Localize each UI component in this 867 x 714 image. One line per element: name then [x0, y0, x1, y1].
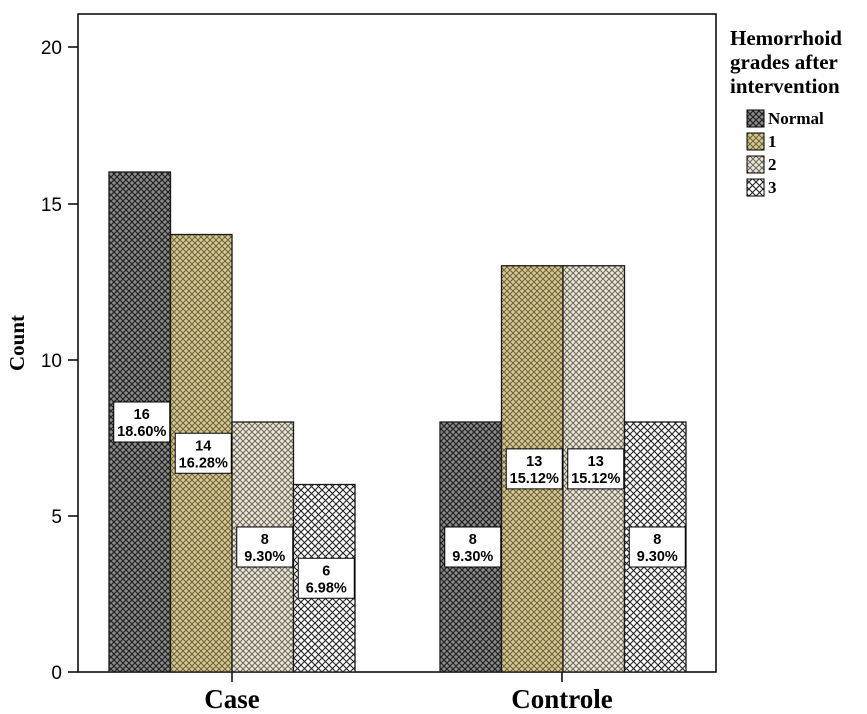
y-tick-label-0: 0 [51, 663, 62, 684]
legend-swatch-normal [746, 109, 765, 128]
data-label-controle-3: 89.30% [628, 526, 686, 568]
data-label-case-2: 89.30% [236, 526, 294, 568]
data-label-percent: 9.30% [452, 549, 493, 565]
data-label-percent: 9.30% [637, 549, 678, 565]
data-label-box [174, 432, 232, 474]
data-label-box [505, 448, 563, 490]
legend-title-line-3: intervention [730, 74, 840, 98]
legend-title-line-2: grades after [730, 50, 838, 74]
data-label-case-3: 66.98% [297, 557, 355, 599]
y-tick-label-5: 5 [51, 507, 62, 528]
x-axis: Case Controle [204, 672, 613, 714]
data-label-controle-normal: 89.30% [444, 526, 502, 568]
legend-title-line-1: Hemorrhoid [730, 26, 842, 50]
legend-swatch-3 [746, 178, 765, 197]
y-tick-label-20: 20 [41, 38, 62, 59]
legend-label-normal: Normal [768, 109, 824, 128]
data-label-count: 13 [588, 454, 604, 470]
y-axis: 0 5 10 15 20 [41, 38, 78, 684]
legend-label-1: 1 [768, 132, 777, 151]
legend: Hemorrhoid grades after intervention Nor… [730, 26, 842, 197]
data-label-count: 16 [134, 407, 150, 423]
legend-label-2: 2 [768, 155, 777, 174]
data-label-percent: 18.60% [117, 424, 166, 440]
legend-label-3: 3 [768, 178, 777, 197]
data-label-box [567, 448, 625, 490]
data-label-percent: 9.30% [244, 549, 285, 565]
y-axis-label: Count [5, 315, 29, 371]
bars-group [108, 171, 687, 673]
data-label-percent: 15.12% [571, 471, 620, 487]
data-label-percent: 16.28% [179, 455, 228, 471]
data-label-count: 8 [469, 532, 477, 548]
data-label-box [236, 526, 294, 568]
legend-swatch-2 [746, 155, 765, 174]
data-label-box [297, 557, 355, 599]
plot-frame [77, 13, 717, 673]
data-label-percent: 6.98% [306, 580, 347, 596]
data-labels-group: 1618.60%1416.28%89.30%66.98%89.30%1315.1… [113, 401, 686, 599]
category-label-case: Case [204, 684, 260, 714]
data-label-box [444, 526, 502, 568]
data-label-percent: 15.12% [510, 471, 559, 487]
legend-items: Normal 1 2 3 [746, 109, 824, 197]
data-label-count: 8 [261, 532, 269, 548]
legend-swatch-1 [746, 132, 765, 151]
category-label-controle: Controle [511, 684, 613, 714]
y-tick-label-15: 15 [41, 195, 62, 216]
y-tick-label-10: 10 [41, 351, 62, 372]
data-label-count: 6 [322, 563, 330, 579]
data-label-count: 14 [195, 438, 211, 454]
data-label-count: 8 [653, 532, 661, 548]
data-label-count: 13 [526, 454, 542, 470]
data-label-box [113, 401, 171, 443]
data-label-box [628, 526, 686, 568]
